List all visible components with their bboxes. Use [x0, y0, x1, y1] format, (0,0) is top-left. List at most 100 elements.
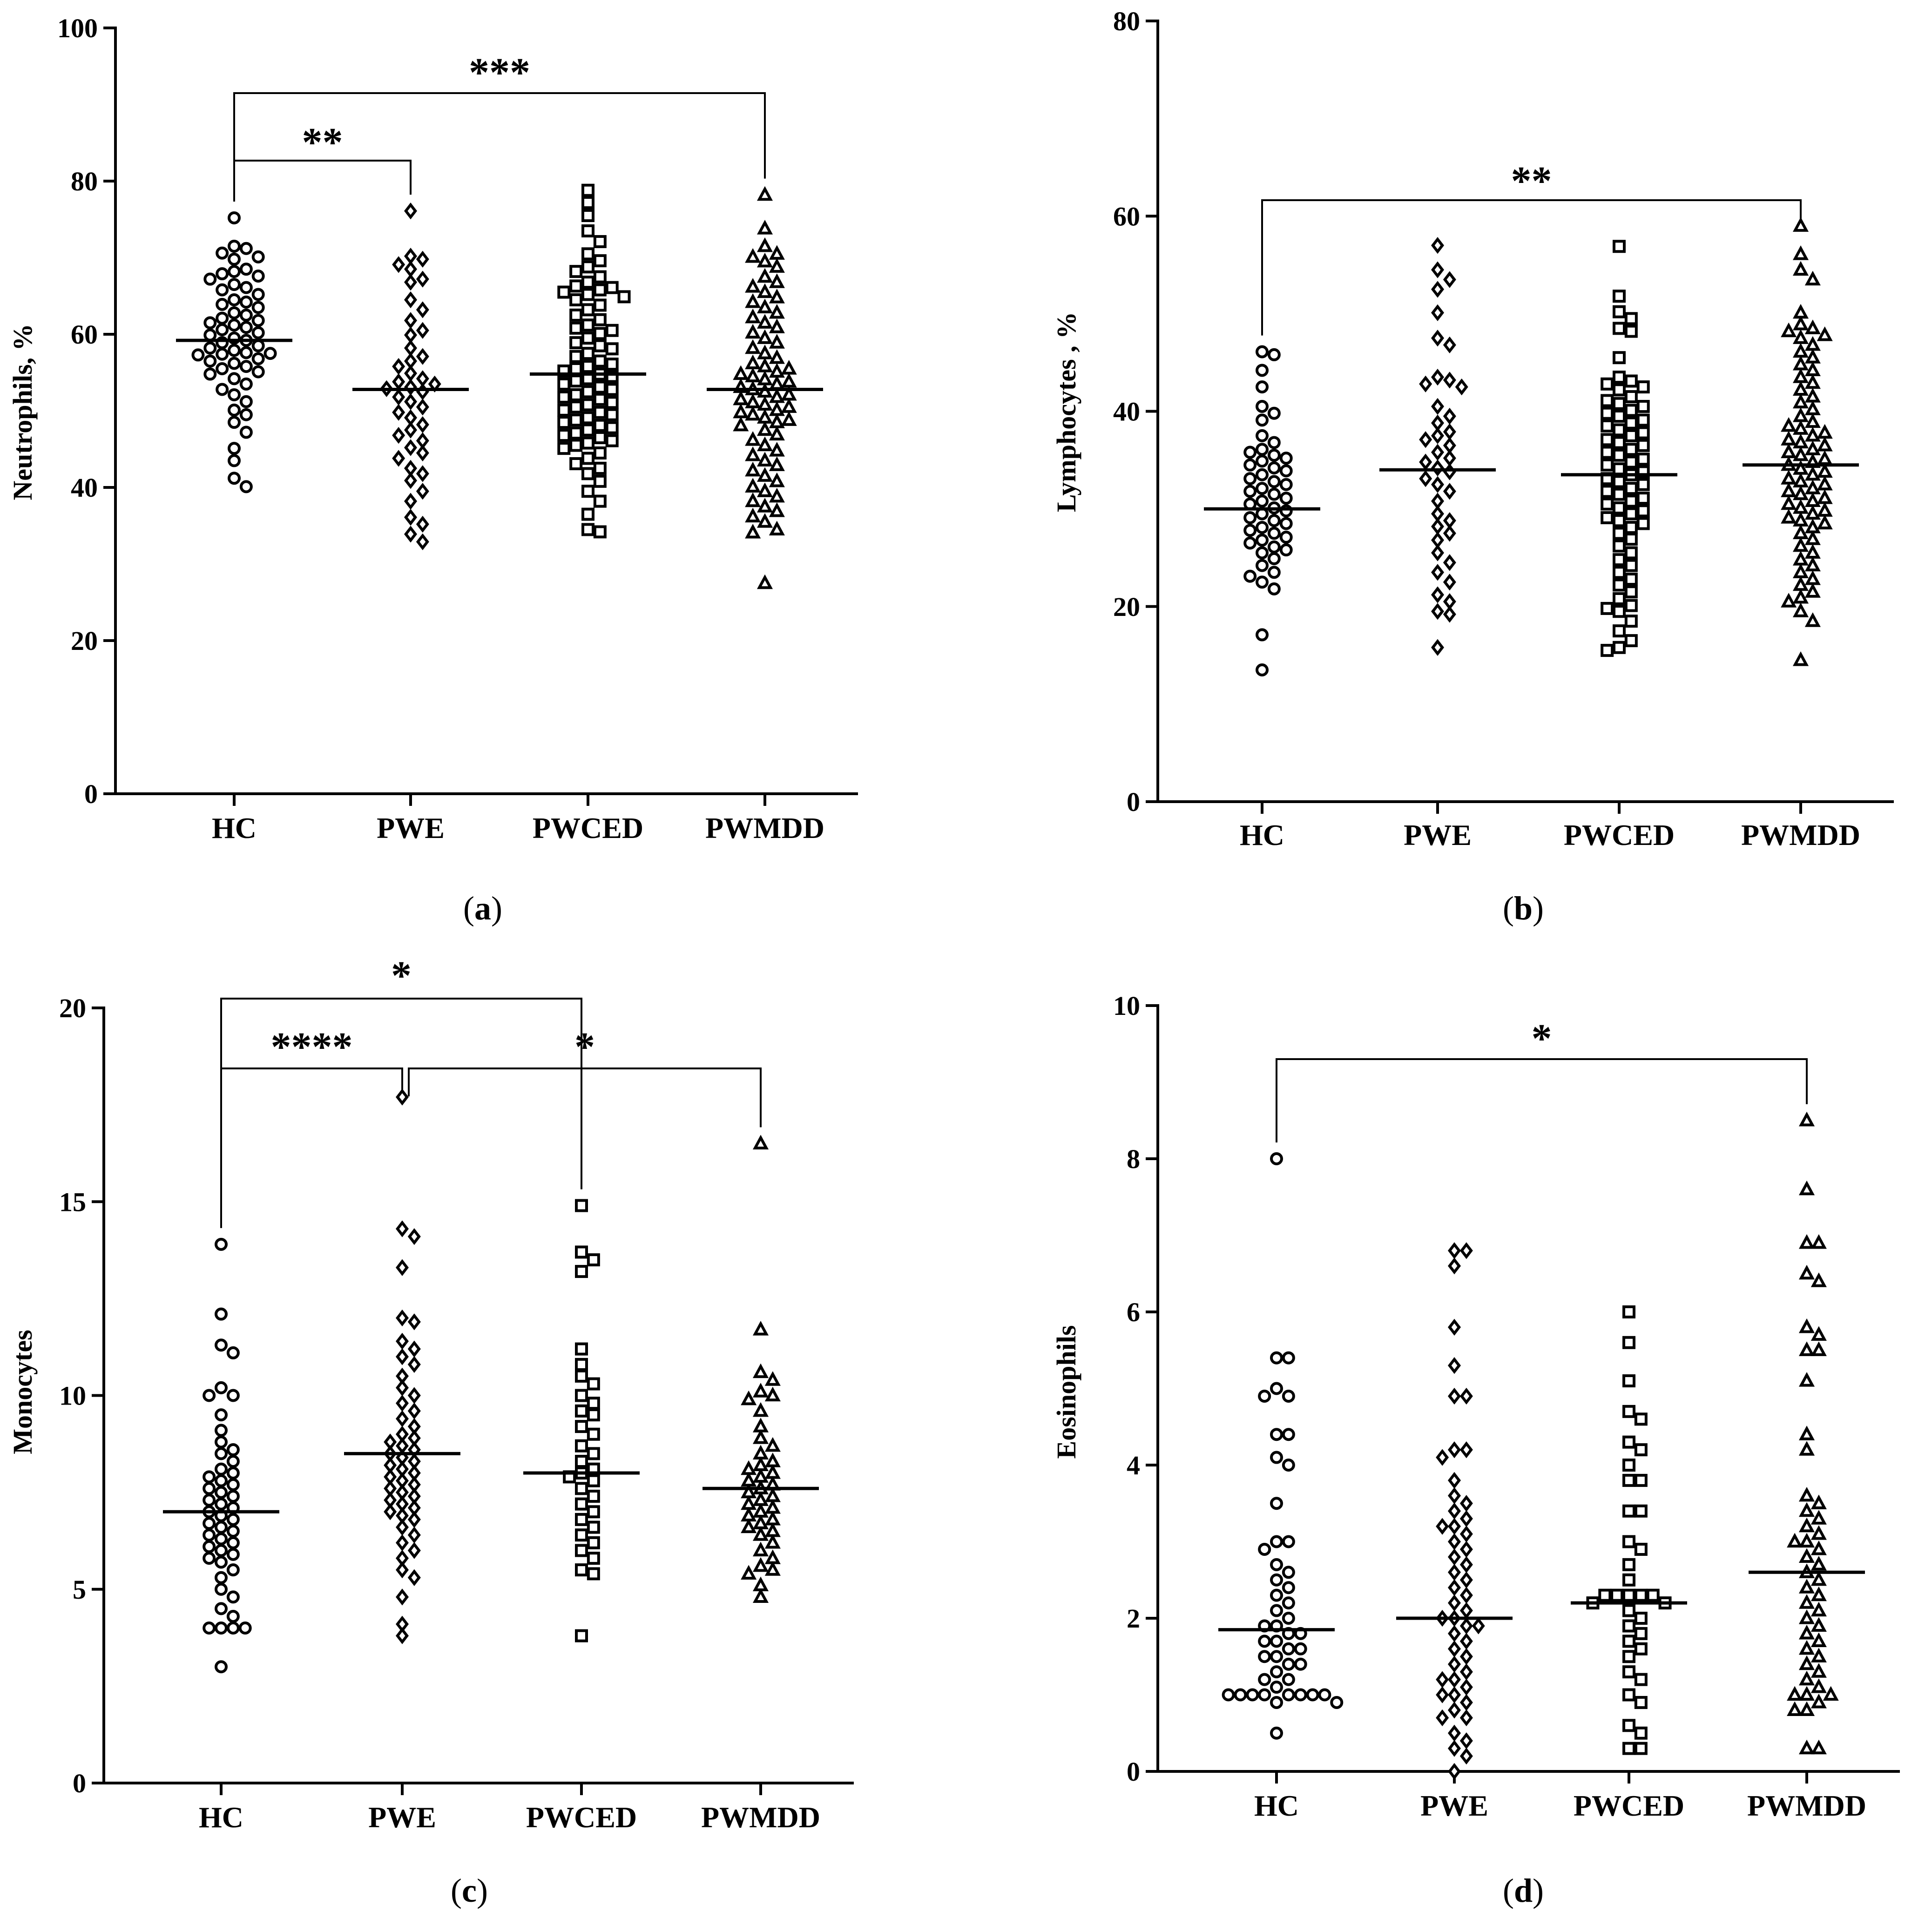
data-point-pwe: [1419, 470, 1432, 487]
x-category-label: HC: [212, 811, 257, 845]
data-point-pwced: [1622, 1535, 1635, 1548]
data-point-pwced: [1613, 566, 1626, 579]
data-point-hc: [251, 269, 265, 283]
data-point-hc: [215, 1237, 228, 1251]
data-point-hc: [228, 211, 241, 224]
panel-c-points: [203, 1088, 781, 1674]
data-point-hc: [226, 1466, 240, 1480]
data-point-pwmdd: [1804, 480, 1821, 494]
data-point-hc: [203, 316, 217, 330]
data-point-pwced: [617, 290, 631, 304]
data-point-hc: [1243, 458, 1257, 472]
panel-d-letter: d: [1514, 1872, 1533, 1909]
data-point-pwced: [1624, 520, 1638, 534]
data-point-pwmdd: [769, 304, 785, 319]
panel-b-lymphocytes: Lymphocytes , % 0 20 40 60 80 HC PWE PWCED PWMDD…: [1051, 6, 1894, 927]
data-point-hc: [216, 297, 229, 311]
data-point-pwmdd: [1810, 1617, 1827, 1632]
data-point-hc: [226, 1455, 240, 1468]
data-point-pwced: [569, 457, 583, 471]
data-point-pwced: [581, 423, 594, 437]
data-point-pwmdd: [1781, 495, 1797, 510]
data-point-pwe: [1431, 398, 1444, 415]
data-point-hc: [1267, 406, 1281, 420]
data-point-hc: [1256, 364, 1269, 377]
data-point-pwced: [605, 396, 619, 409]
data-point-hc: [1267, 540, 1281, 554]
data-point-hc: [1267, 436, 1281, 449]
data-point-pwced: [1601, 433, 1614, 446]
data-point-pwmdd: [1781, 322, 1797, 338]
data-point-hc: [1243, 524, 1257, 537]
data-point-pwced: [605, 408, 619, 421]
data-point-pwced: [1636, 400, 1650, 413]
data-point-pwced: [1613, 475, 1626, 488]
data-point-pwced: [575, 1455, 588, 1468]
data-point-pwe: [1459, 1747, 1473, 1765]
x-category-label: PWMDD: [1741, 818, 1860, 851]
data-point-pwced: [605, 358, 619, 371]
data-point-hc: [1270, 1696, 1283, 1709]
data-point-pwced: [581, 331, 594, 345]
data-point-pwced: [1613, 501, 1626, 515]
data-point-pwced: [1622, 1650, 1635, 1663]
data-point-pwmdd: [769, 426, 785, 441]
data-point-pwmdd: [745, 324, 761, 339]
data-point-pwmdd: [1810, 1540, 1827, 1555]
data-point-pwced: [1613, 624, 1626, 638]
data-point-hc: [1282, 1688, 1295, 1702]
data-point-pwmdd: [764, 1561, 781, 1576]
data-point-pwced: [1622, 1719, 1635, 1732]
data-point-pwe: [1448, 1686, 1461, 1703]
panel-a-letter: a: [474, 890, 491, 927]
y-tick-label: 5: [73, 1574, 86, 1605]
y-tick-label: 10: [59, 1381, 86, 1411]
data-point-hc: [228, 265, 241, 278]
data-point-pwmdd: [752, 1526, 769, 1541]
data-point-pwmdd: [769, 487, 785, 503]
data-point-pwmdd: [752, 1541, 769, 1557]
data-point-pwe: [404, 421, 417, 439]
data-point-pwced: [593, 254, 607, 268]
data-point-hc: [216, 383, 229, 396]
data-point-hc: [215, 1408, 228, 1422]
data-point-hc: [1279, 478, 1293, 491]
y-tick-label: 2: [1127, 1603, 1140, 1634]
panel-d-label: (d): [1503, 1872, 1544, 1909]
data-point-pwced: [1624, 615, 1638, 628]
data-point-pwe: [404, 326, 417, 344]
data-point-pwced: [1634, 1443, 1648, 1457]
data-point-pwced: [557, 403, 571, 417]
y-tick-label: 100: [57, 13, 98, 43]
data-point-pwmdd: [757, 329, 773, 344]
data-point-pwe: [1459, 1242, 1473, 1259]
data-point-pwe: [396, 1220, 409, 1237]
data-point-hc: [1256, 454, 1269, 468]
data-point-pwe: [1443, 336, 1456, 354]
data-point-pwced: [593, 380, 607, 394]
data-point-pwmdd: [769, 375, 785, 390]
data-point-pwmdd: [733, 403, 749, 419]
data-point-pwced: [575, 1563, 588, 1577]
data-point-pwmdd: [1817, 489, 1833, 504]
data-point-pwced: [1622, 1305, 1635, 1318]
data-point-pwe: [1419, 431, 1432, 448]
data-point-pwced: [1634, 1542, 1648, 1556]
data-point-pwmdd: [1804, 544, 1821, 559]
data-point-pwe: [404, 365, 417, 382]
data-point-pwmdd: [1792, 393, 1809, 409]
data-point-hc: [216, 283, 229, 297]
data-point-pwe: [404, 526, 417, 543]
data-point-pwced: [569, 265, 583, 278]
panel-b-medians: [1204, 463, 1859, 511]
data-point-pwmdd: [1798, 1441, 1815, 1456]
data-point-pwmdd: [1781, 482, 1797, 497]
data-point-pwmdd: [1823, 1686, 1839, 1701]
data-point-pwced: [581, 347, 594, 360]
data-point-pwced: [593, 235, 607, 248]
panel-b-points: [1243, 217, 1833, 677]
data-point-pwced: [605, 342, 619, 356]
data-point-pwced: [581, 260, 594, 274]
data-point-pwe: [392, 388, 405, 405]
